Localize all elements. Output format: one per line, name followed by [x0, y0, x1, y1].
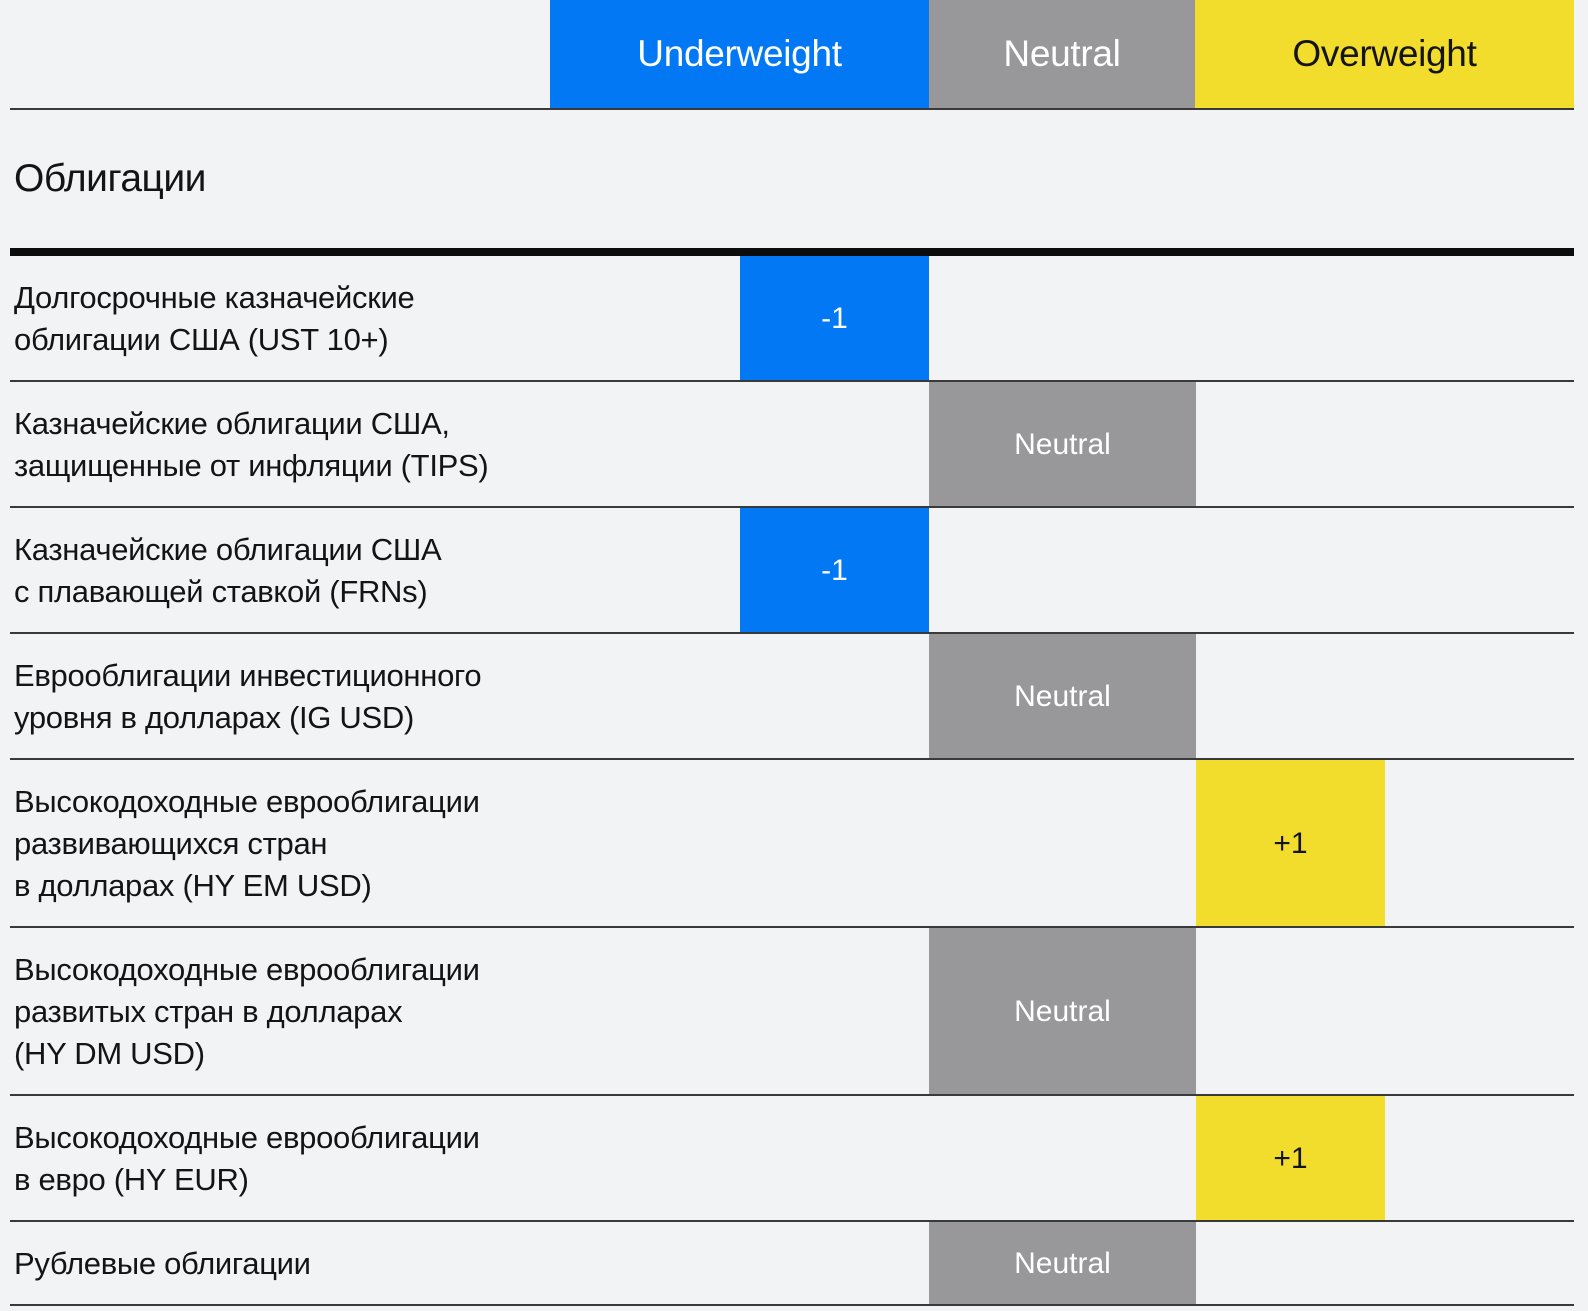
- header-divider: [10, 108, 1574, 110]
- section-title-wrap: Облигации: [0, 110, 1588, 248]
- asset-label: Еврооблигации инвестиционного уровня в д…: [14, 658, 482, 735]
- asset-label: Высокодоходные еврооблигации в евро (HY …: [14, 1120, 480, 1197]
- rating-cell-neutral: Neutral: [929, 382, 1196, 508]
- asset-label: Высокодоходные еврооблигации развитых ст…: [14, 952, 480, 1071]
- asset-label: Казначейские облигации США, защищенные о…: [14, 406, 489, 483]
- table-row: Рублевые облигации Neutral: [0, 1222, 1588, 1306]
- rating-cell-underweight: -1: [740, 508, 929, 634]
- rating-cell-label: -1: [821, 554, 848, 587]
- rating-cell-overweight: +1: [1196, 760, 1385, 928]
- asset-label: Казначейские облигации США с плавающей с…: [14, 532, 442, 609]
- column-header-neutral-label: Neutral: [1003, 33, 1121, 74]
- rating-cell-label: Neutral: [1014, 680, 1111, 713]
- table-row: Казначейские облигации США, защищенные о…: [0, 382, 1588, 508]
- column-headers: Underweight Neutral Overweight: [0, 0, 1588, 110]
- rating-cell-label: Neutral: [1014, 428, 1111, 461]
- asset-label: Рублевые облигации: [14, 1246, 311, 1281]
- table-row: Высокодоходные еврооблигации развитых ст…: [0, 928, 1588, 1096]
- table-row: Высокодоходные еврооблигации развивающих…: [0, 760, 1588, 928]
- column-header-underweight: Underweight: [550, 0, 929, 108]
- table-row: Казначейские облигации США с плавающей с…: [0, 508, 1588, 634]
- rating-cell-neutral: Neutral: [929, 1222, 1196, 1306]
- rating-cell-neutral: Neutral: [929, 634, 1196, 760]
- column-header-underweight-label: Underweight: [637, 33, 842, 74]
- bond-table-body: Долгосрочные казначейские облигации США …: [0, 256, 1588, 1306]
- rating-cell-label: -1: [821, 302, 848, 335]
- asset-label: Высокодоходные еврооблигации развивающих…: [14, 784, 480, 903]
- section-divider: [10, 248, 1574, 256]
- column-header-overweight-label: Overweight: [1292, 33, 1477, 74]
- table-row: Высокодоходные еврооблигации в евро (HY …: [0, 1096, 1588, 1222]
- table-row: Еврооблигации инвестиционного уровня в д…: [0, 634, 1588, 760]
- section-title: Облигации: [14, 157, 206, 200]
- rating-cell-underweight: -1: [740, 256, 929, 382]
- rating-cell-label: Neutral: [1014, 995, 1111, 1028]
- rating-cell-overweight: +1: [1196, 1096, 1385, 1222]
- rating-cell-neutral: Neutral: [929, 928, 1196, 1096]
- rating-cell-label: +1: [1273, 827, 1308, 860]
- rating-cell-label: +1: [1273, 1142, 1308, 1175]
- table-row: Долгосрочные казначейские облигации США …: [0, 256, 1588, 382]
- rating-cell-label: Neutral: [1014, 1247, 1111, 1280]
- asset-label: Долгосрочные казначейские облигации США …: [14, 280, 415, 357]
- column-header-overweight: Overweight: [1195, 0, 1574, 108]
- column-header-neutral: Neutral: [929, 0, 1195, 108]
